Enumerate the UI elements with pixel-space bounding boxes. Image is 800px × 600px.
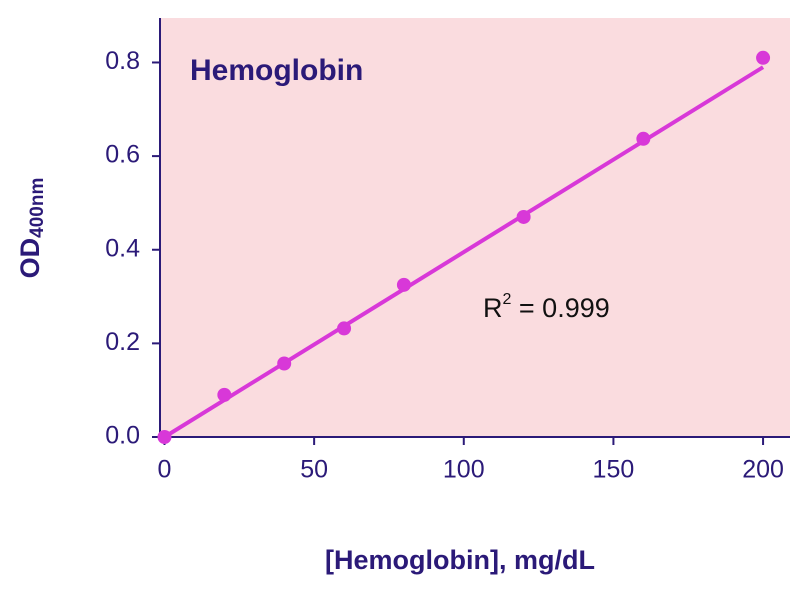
r-text: = 0.999 <box>511 293 609 323</box>
data-point <box>396 277 411 292</box>
data-point <box>756 50 771 65</box>
fit-line <box>163 65 765 439</box>
r-squared: R2 = 0.999 <box>483 291 610 323</box>
r-base: R <box>483 293 503 323</box>
x-tick-label: 150 <box>593 456 635 484</box>
x-tick-label: 200 <box>742 456 784 484</box>
data-point <box>636 131 651 146</box>
x-tick-label: 0 <box>158 456 172 484</box>
x-axis-label: [Hemoglobin], mg/dL <box>325 545 595 575</box>
y-tick-label: 0.6 <box>105 141 140 169</box>
data-point <box>337 321 352 336</box>
plot-area <box>160 18 790 437</box>
y-label-sub: 400nm <box>27 178 48 238</box>
data-point <box>217 387 232 402</box>
x-tick-label: 100 <box>443 456 485 484</box>
y-tick-label: 0.4 <box>105 234 140 262</box>
r-sup: 2 <box>503 291 512 308</box>
data-point <box>157 430 172 444</box>
y-tick-label: 0.2 <box>105 328 140 356</box>
y-axis-label: OD400nm <box>15 178 48 279</box>
y-label-main: OD <box>15 238 45 279</box>
x-tick-label: 50 <box>300 456 328 484</box>
y-tick-label: 0.0 <box>105 422 140 450</box>
data-point <box>516 209 531 224</box>
chart-title: Hemoglobin <box>190 54 363 87</box>
data-point <box>277 356 292 371</box>
y-tick-label: 0.8 <box>105 47 140 75</box>
